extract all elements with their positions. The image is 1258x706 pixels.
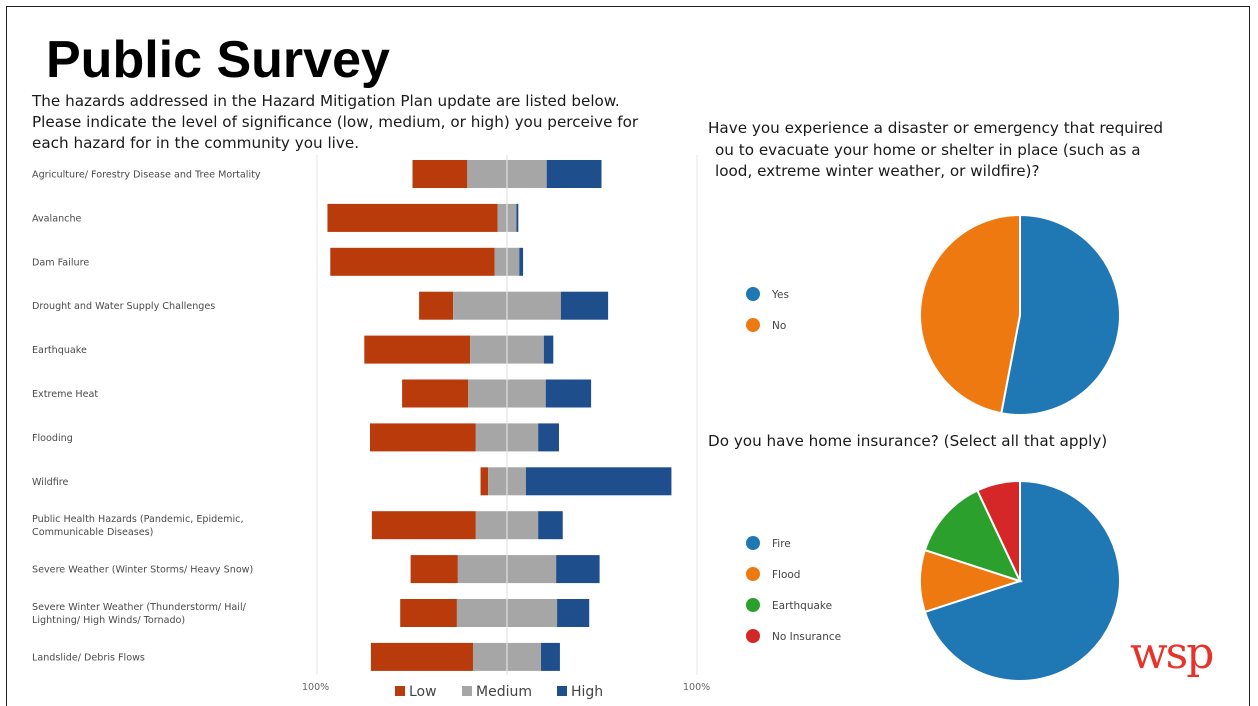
bar-low-11 — [370, 642, 473, 671]
intro-line-2: Please indicate the level of significanc… — [32, 113, 639, 131]
legend-label-high: High — [571, 684, 603, 700]
intro-line-3: each hazard for in the community you liv… — [32, 134, 360, 152]
bar-low-6 — [369, 423, 476, 452]
bar-high-2 — [519, 247, 524, 276]
category-label-line: Severe Weather (Winter Storms/ Heavy Sno… — [32, 565, 253, 576]
question1-line-1: Have you experience a disaster or emerge… — [708, 119, 1164, 137]
legend-swatch-medium — [462, 686, 472, 696]
bar-low-9 — [410, 555, 458, 584]
slide-frame — [6, 6, 1250, 706]
category-label-2: Dam Failure — [32, 257, 89, 268]
evacuation-pie-legend-label-0: Yes — [771, 289, 789, 301]
bar-high-0 — [546, 160, 602, 188]
insurance-pie-legend-label-0: Fire — [772, 538, 791, 550]
insurance-pie-slice-no-insurance — [976, 479, 1021, 582]
category-label-line: Dam Failure — [32, 257, 89, 268]
category-label-line: Landslide/ Debris Flows — [32, 652, 145, 663]
page-title: Public Survey — [46, 31, 390, 89]
insurance-pie-legend-label-2: Earthquake — [772, 600, 832, 612]
bar-high-1 — [516, 203, 519, 232]
category-label-11: Landslide/ Debris Flows — [32, 652, 145, 663]
category-label-4: Earthquake — [32, 345, 87, 356]
evacuation-pie-slice-no — [919, 213, 1021, 415]
evacuation-pie-slice-yes — [1000, 213, 1121, 416]
wsp-logo: wsp — [1130, 632, 1214, 679]
insurance-pie-slice-earthquake — [923, 489, 1022, 583]
bar-low-7 — [480, 467, 489, 496]
category-label-3: Drought and Water Supply Challenges — [32, 301, 215, 312]
question1-line-3: lood, extreme winter weather, or wildfir… — [715, 162, 1040, 180]
evacuation-pie-legend-dot-0 — [746, 287, 760, 301]
axis-tick-right: 100% — [683, 682, 710, 693]
legend-swatch-low — [395, 686, 405, 696]
bar-low-4 — [364, 335, 471, 364]
category-label-line: Earthquake — [32, 345, 87, 356]
category-label-9: Severe Weather (Winter Storms/ Heavy Sno… — [32, 565, 253, 576]
bar-low-8 — [371, 511, 476, 540]
bar-high-3 — [560, 291, 609, 320]
bar-high-8 — [538, 511, 563, 540]
category-label-10: Severe Winter Weather (Thunderstorm/ Hai… — [32, 602, 247, 626]
question1-line-2: ou to evacuate your home or shelter in p… — [715, 140, 1141, 159]
evacuation-pie-legend-label-1: No — [772, 320, 786, 332]
bar-high-10 — [557, 599, 590, 627]
category-label-0: Agriculture/ Forestry Disease and Tree M… — [32, 170, 261, 181]
bar-high-11 — [541, 642, 560, 671]
bar-high-4 — [543, 335, 554, 364]
category-label-line: Communicable Diseases) — [32, 527, 153, 538]
category-label-8: Public Health Hazards (Pandemic, Epidemi… — [32, 514, 244, 538]
insurance-pie-legend-label-1: Flood — [772, 569, 800, 581]
category-label-5: Extreme Heat — [32, 389, 98, 400]
bar-low-1 — [327, 203, 498, 232]
insurance-pie-legend-dot-2 — [746, 598, 760, 612]
legend-label-medium: Medium — [476, 684, 532, 700]
category-label-6: Flooding — [32, 433, 73, 444]
insurance-question: Do you have home insurance? (Select all … — [708, 432, 1108, 450]
insurance-pie-legend-dot-3 — [746, 629, 760, 643]
category-label-line: Public Health Hazards (Pandemic, Epidemi… — [32, 514, 244, 525]
logo-text: wsp — [1130, 632, 1212, 679]
category-label-line: Agriculture/ Forestry Disease and Tree M… — [32, 170, 261, 181]
bar-low-2 — [330, 247, 495, 276]
category-label-line: Flooding — [32, 433, 73, 444]
category-label-line: Drought and Water Supply Challenges — [32, 301, 215, 312]
survey-intro: The hazards addressed in the Hazard Miti… — [32, 91, 672, 154]
bar-low-0 — [412, 160, 468, 188]
category-label-line: Extreme Heat — [32, 389, 98, 400]
category-label-line: Wildfire — [32, 477, 68, 488]
category-label-line: Severe Winter Weather (Thunderstorm/ Hai… — [32, 602, 247, 613]
bar-high-7 — [525, 467, 672, 496]
insurance-pie-legend-dot-1 — [746, 567, 760, 581]
insurance-pie-legend-label-3: No Insurance — [772, 631, 841, 643]
category-label-line: Avalanche — [32, 213, 82, 224]
category-label-7: Wildfire — [32, 477, 68, 488]
bar-high-9 — [556, 555, 600, 584]
evacuation-question: Have you experience a disaster or emerge… — [708, 118, 1163, 183]
legend-label-low: Low — [409, 684, 437, 700]
evacuation-pie-legend-dot-1 — [746, 318, 760, 332]
bar-low-10 — [400, 599, 457, 627]
intro-line-1: The hazards addressed in the Hazard Miti… — [32, 92, 620, 110]
bar-high-6 — [538, 423, 559, 452]
bar-low-5 — [402, 379, 469, 408]
category-label-1: Avalanche — [32, 213, 82, 224]
legend-swatch-high — [557, 686, 567, 696]
axis-tick-left: 100% — [302, 682, 329, 693]
bar-low-3 — [419, 291, 454, 320]
insurance-pie-legend-dot-0 — [746, 536, 760, 550]
bar-high-5 — [545, 379, 592, 408]
category-label-line: Lightning/ High Winds/ Tornado) — [32, 615, 185, 626]
